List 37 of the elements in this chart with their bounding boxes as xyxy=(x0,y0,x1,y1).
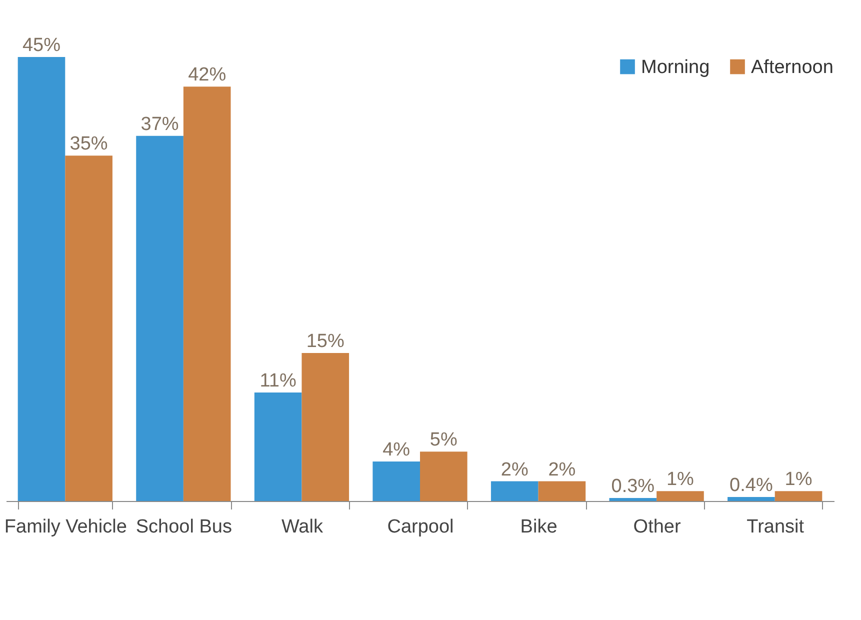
data-label: 42% xyxy=(188,64,226,86)
data-label: 0.3% xyxy=(611,476,655,498)
data-label: 15% xyxy=(306,331,344,352)
x-tick-label: Carpool xyxy=(387,516,454,538)
bar xyxy=(183,86,231,501)
data-label: 45% xyxy=(22,35,61,56)
data-label: 1% xyxy=(666,469,694,490)
bar xyxy=(538,481,586,501)
bar xyxy=(774,491,822,501)
x-tick-label: Bike xyxy=(520,516,558,538)
data-label: 1% xyxy=(784,469,812,490)
x-tick-label: School Bus xyxy=(136,516,232,538)
bar xyxy=(609,498,657,501)
bar xyxy=(254,392,302,501)
bar xyxy=(18,57,66,501)
bar xyxy=(728,497,775,501)
x-tick-label: Transit xyxy=(746,516,805,538)
bar xyxy=(136,136,184,501)
data-label: 2% xyxy=(500,459,528,480)
data-label: 5% xyxy=(430,430,458,451)
data-label: 11% xyxy=(260,370,296,392)
data-label: 4% xyxy=(382,440,410,461)
bar xyxy=(490,481,538,501)
bar xyxy=(302,353,350,501)
legend-label: Afternoon xyxy=(751,56,834,78)
bar xyxy=(372,462,420,501)
bar xyxy=(65,156,112,501)
data-label: 37% xyxy=(140,114,179,135)
data-label: 35% xyxy=(70,134,108,155)
legend-label: Morning xyxy=(641,56,710,78)
x-tick-label: Family Vehicle xyxy=(4,516,127,538)
data-label: 2% xyxy=(548,459,576,480)
x-tick-label: Walk xyxy=(281,516,324,538)
data-label: 0.4% xyxy=(730,475,773,496)
bar xyxy=(420,452,468,501)
x-tick-label: Other xyxy=(633,516,682,538)
bar xyxy=(656,491,704,501)
